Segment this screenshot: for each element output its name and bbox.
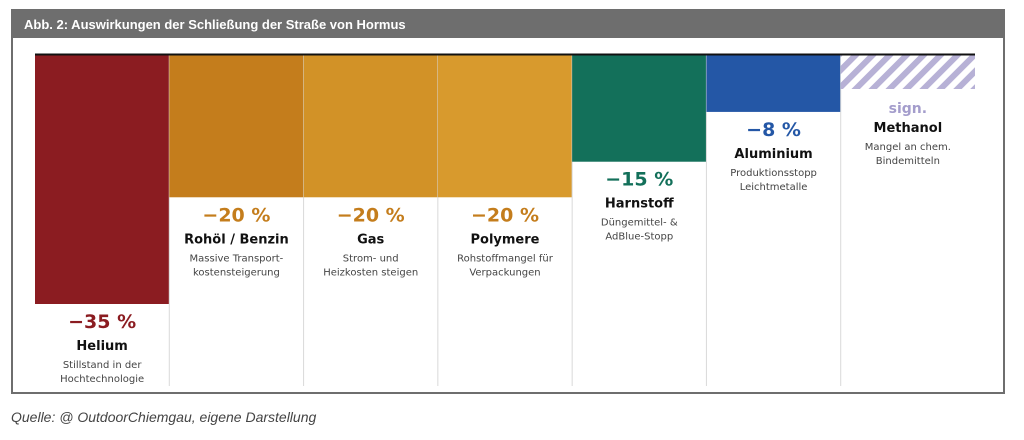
bar-polymere [437, 55, 573, 198]
description-rohöl-benzin: kostensteigerung [193, 267, 280, 278]
description-polymere: Verpackungen [469, 267, 540, 278]
figure-title: Abb. 2: Auswirkungen der Schließung der … [13, 11, 1003, 38]
value-label-helium: −35 % [68, 311, 136, 333]
category-label-gas: Gas [357, 232, 384, 247]
value-label-polymere: −20 % [471, 204, 539, 226]
description-harnstoff: AdBlue-Stopp [605, 232, 673, 243]
source-note: Quelle: @ OutdoorChiemgau, eigene Darste… [11, 409, 317, 425]
hanging-bar-chart: −35 % Helium Stillstand in der Hochtechnolo… [35, 53, 975, 386]
description-gas: Heizkosten steigen [323, 267, 418, 278]
description-aluminium: Leichtmetalle [740, 182, 808, 193]
chart-frame: Abb. 2: Auswirkungen der Schließung der … [11, 9, 1005, 394]
description-helium: Hochtechnologie [60, 374, 144, 385]
category-label-polymere: Polymere [471, 232, 540, 247]
description-polymere: Rohstoffmangel für [457, 253, 554, 264]
value-label-aluminium: −8 % [746, 119, 801, 141]
bar-harnstoff [572, 55, 707, 162]
category-label-helium: Helium [76, 339, 127, 354]
description-gas: Strom- und [343, 253, 399, 264]
description-rohöl-benzin: Massive Transport- [190, 253, 284, 264]
description-helium: Stillstand in der [63, 360, 143, 371]
category-label-harnstoff: Harnstoff [605, 197, 674, 212]
category-label-methanol: Methanol [874, 121, 943, 136]
bar-rohöl-benzin [169, 55, 304, 198]
category-label-rohöl-benzin: Rohöl / Benzin [184, 232, 289, 247]
bar-aluminium [706, 55, 841, 112]
description-methanol: Bindemitteln [876, 156, 940, 167]
bar-methanol [840, 55, 975, 89]
description-methanol: Mangel an chem. [865, 142, 951, 153]
value-label-harnstoff: −15 % [605, 169, 673, 191]
description-aluminium: Produktionsstopp [730, 168, 817, 179]
bar-helium [35, 55, 170, 304]
value-label-rohöl-benzin: −20 % [202, 204, 270, 226]
description-harnstoff: Düngemittel- & [601, 218, 678, 229]
bar-gas [303, 55, 438, 198]
value-label-methanol: sign. [889, 101, 927, 117]
value-label-gas: −20 % [337, 204, 405, 226]
category-label-aluminium: Aluminium [734, 147, 812, 162]
